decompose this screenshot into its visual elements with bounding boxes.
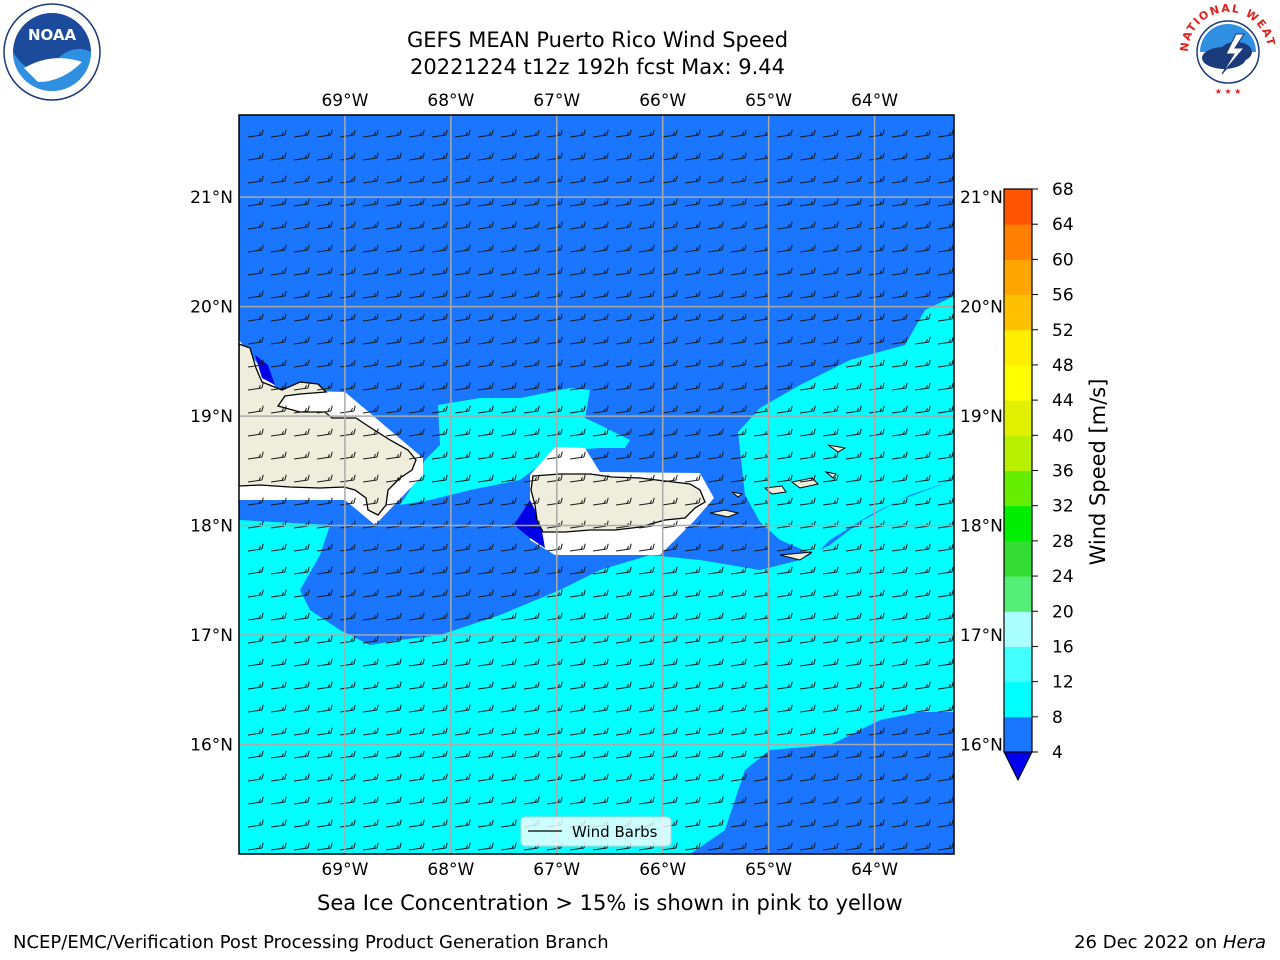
colorbar-tick-label: 52 xyxy=(1052,321,1074,341)
lat-label-right: 19°N xyxy=(960,407,1003,427)
map-tick-labels: 69°W 69°W 68°W 68°W 67°W 67°W 66°W 66°W 65°W 65°W… xyxy=(190,91,1003,880)
colorbar-tick-label: 64 xyxy=(1052,215,1074,235)
chart-title: GEFS MEAN Puerto Rico Wind Speed xyxy=(406,28,789,52)
lon-label-top: 66°W xyxy=(639,91,686,111)
lon-label-bottom: 66°W xyxy=(639,860,686,880)
colorbar-tick-label: 36 xyxy=(1052,462,1074,482)
colorbar-segment xyxy=(1004,505,1032,542)
colorbar-tick-label: 12 xyxy=(1052,673,1074,693)
colorbar-segment xyxy=(1004,224,1032,260)
colorbar-segment xyxy=(1004,294,1032,331)
colorbar-segment xyxy=(1004,259,1032,296)
lon-label-top: 67°W xyxy=(533,91,580,111)
chart-subtitle: 20221224 t12z 192h fcst Max: 9.44 xyxy=(410,55,785,79)
lat-label-left: 18°N xyxy=(190,517,233,537)
lat-label-left: 16°N xyxy=(190,736,233,756)
lon-label-top: 65°W xyxy=(745,91,792,111)
lon-label-bottom: 68°W xyxy=(427,860,474,880)
wind-field-8-12-north xyxy=(400,388,630,505)
colorbar-tick-label: 28 xyxy=(1052,532,1074,552)
lat-label-right: 17°N xyxy=(960,626,1003,646)
colorbar-tick-label: 60 xyxy=(1052,250,1074,270)
lat-label-left: 19°N xyxy=(190,407,233,427)
colorbar-segment xyxy=(1004,716,1032,753)
wind-field-8-12-northeast xyxy=(738,296,954,555)
colorbar-segment xyxy=(1004,681,1032,718)
lon-label-top: 68°W xyxy=(427,91,474,111)
colorbar-tick-label: 48 xyxy=(1052,356,1074,376)
svg-text:★ ★ ★: ★ ★ ★ xyxy=(1215,87,1242,96)
colorbar-segment xyxy=(1004,646,1032,683)
noaa-logo-text: NOAA xyxy=(28,26,77,44)
lat-label-right: 21°N xyxy=(960,188,1003,208)
colorbar-tick-label: 68 xyxy=(1052,180,1074,200)
colorbar-segment xyxy=(1004,611,1032,647)
legend-label: Wind Barbs xyxy=(572,823,658,841)
wind-field-under-4 xyxy=(514,500,545,548)
colorbar-tick-label: 4 xyxy=(1052,743,1063,763)
colorbar-tick-label: 16 xyxy=(1052,637,1074,657)
colorbar-label: Wind Speed [m/s] xyxy=(1086,379,1110,566)
colorbar-segment xyxy=(1004,364,1032,401)
lon-label-top: 64°W xyxy=(851,91,898,111)
footer-date: 26 Dec 2022 on xyxy=(1074,932,1223,953)
lat-label-left: 21°N xyxy=(190,188,233,208)
colorbar-segment xyxy=(1004,329,1032,366)
colorbar-tick-label: 44 xyxy=(1052,391,1074,411)
map-frame xyxy=(238,114,955,855)
colorbar-tick-label: 8 xyxy=(1052,708,1063,728)
colorbar-tick-label: 32 xyxy=(1052,497,1074,517)
lon-label-bottom: 64°W xyxy=(851,860,898,880)
land-hispaniola xyxy=(239,343,417,516)
wind-field-8-12-east xyxy=(239,480,954,854)
colorbar-segment xyxy=(1004,435,1032,471)
lat-label-left: 17°N xyxy=(190,626,233,646)
colorbar-segment xyxy=(1004,189,1032,225)
colorbar-tick-label: 20 xyxy=(1052,602,1074,622)
lat-label-left: 20°N xyxy=(190,298,233,318)
sea-ice-note: Sea Ice Concentration > 15% is shown in … xyxy=(317,891,903,915)
noaa-logo: NOAA xyxy=(3,3,101,101)
lon-label-bottom: 65°W xyxy=(745,860,792,880)
footer-right: 26 Dec 2022 on Hera xyxy=(1074,932,1266,953)
nws-logo: NATIONAL WEATHER SERVICE ★ ★ ★ xyxy=(1178,0,1276,98)
legend: Wind Barbs xyxy=(520,816,672,847)
land-small-islands xyxy=(709,444,847,561)
footer-machine: Hera xyxy=(1222,932,1266,953)
lat-label-right: 20°N xyxy=(960,298,1003,318)
colorbar-tick-label: 24 xyxy=(1052,567,1074,587)
colorbar-segment xyxy=(1004,576,1032,612)
lat-label-right: 18°N xyxy=(960,517,1003,537)
colorbar-tick-label: 56 xyxy=(1052,286,1074,306)
lon-label-bottom: 69°W xyxy=(321,860,368,880)
land-puerto-rico xyxy=(530,473,706,533)
colorbar-segment xyxy=(1004,540,1032,577)
colorbar-under-arrow xyxy=(1003,751,1033,782)
lon-label-top: 69°W xyxy=(321,91,368,111)
colorbar-segment xyxy=(1004,400,1032,436)
colorbar-segment xyxy=(1004,470,1032,507)
footer-left: NCEP/EMC/Verification Post Processing Pr… xyxy=(13,932,609,953)
lon-label-bottom: 67°W xyxy=(533,860,580,880)
colorbar-tick-label: 40 xyxy=(1052,426,1074,446)
lat-label-right: 16°N xyxy=(960,736,1003,756)
map-gridlines xyxy=(239,115,954,854)
